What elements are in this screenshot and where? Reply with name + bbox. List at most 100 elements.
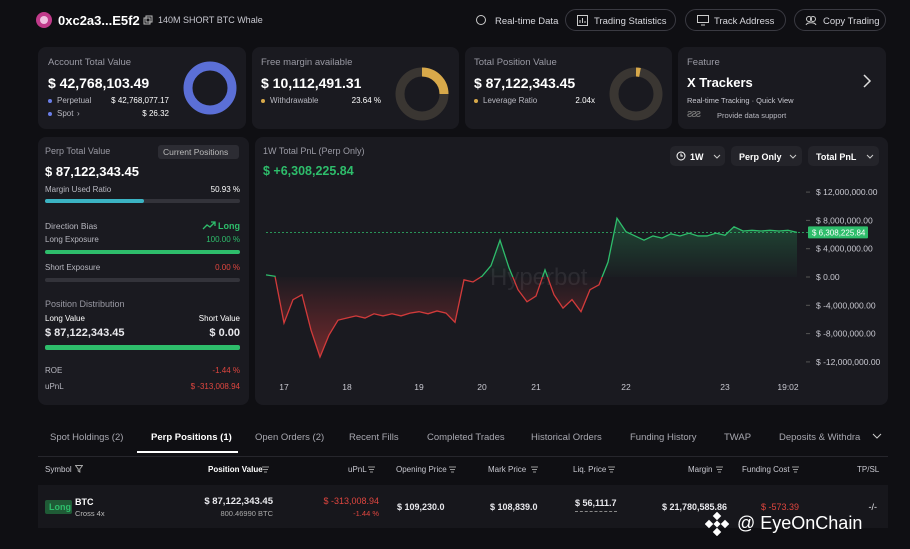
legend-dot <box>261 99 265 103</box>
column-header[interactable]: Liq. Price <box>573 465 607 474</box>
current-positions-button[interactable] <box>158 145 239 159</box>
column-header[interactable]: Position Value <box>208 465 263 474</box>
donut <box>183 61 237 115</box>
side: Long <box>49 502 71 512</box>
perp-title: Perp Total Value <box>45 146 111 156</box>
current-value-badge <box>808 226 868 239</box>
x-tick-label: 20 <box>477 382 487 392</box>
short-amount: $ 0.00 <box>209 327 240 339</box>
range-select[interactable]: 1W <box>670 146 725 166</box>
tab[interactable]: Historical Orders <box>531 432 602 443</box>
position-value: $ 87,122,343.45 <box>204 496 273 507</box>
address[interactable]: 0xc2a3...E5f2 <box>58 13 140 28</box>
label: Long Exposure <box>45 235 99 244</box>
feature-note: Provide data support <box>717 111 787 120</box>
x-tick-label: 21 <box>531 382 541 392</box>
y-tick-label: $ 4,000,000.00 <box>816 244 873 254</box>
tab[interactable]: Deposits & Withdra <box>779 432 861 443</box>
card-value: $ 42,768,103.49 <box>48 75 150 91</box>
button-label: Track Address <box>714 16 775 27</box>
chevron[interactable] <box>862 74 872 88</box>
upnl-pct: -1.44 % <box>353 509 379 518</box>
tpsl: -/- <box>868 502 878 512</box>
tab[interactable]: Perp Positions (1) <box>151 432 232 443</box>
symbol: BTC <box>75 497 94 507</box>
copy-trading-button[interactable]: Copy Trading <box>794 9 886 31</box>
feature-title: Feature <box>687 57 720 68</box>
active-tab-underline <box>137 451 238 453</box>
button-label: Trading Statistics <box>594 16 667 27</box>
column-header[interactable]: uPnL <box>348 465 367 474</box>
row-value: 23.64 % <box>351 96 381 105</box>
legend-dot <box>474 99 478 103</box>
label: Short Exposure <box>45 263 101 272</box>
chart-current-value: $ +6,308,225.84 <box>263 164 354 178</box>
tab[interactable]: Funding History <box>630 432 697 443</box>
current-value-label: $ 6,308,225.84 <box>812 228 866 237</box>
tab[interactable]: Completed Trades <box>427 432 505 443</box>
column-header[interactable]: Margin <box>688 465 713 474</box>
card-value: $ 87,122,343.45 <box>474 75 576 91</box>
short-bar <box>45 278 240 282</box>
label: ROE <box>45 366 63 375</box>
value: 100.00 % <box>206 235 240 244</box>
distribution-bar <box>45 345 240 350</box>
card-value: $ 10,112,491.31 <box>261 75 362 91</box>
y-tick-label: $ -8,000,000.00 <box>816 329 876 339</box>
y-tick-label: $ -12,000,000.00 <box>816 357 881 367</box>
label: Long Value <box>45 314 85 323</box>
avatar <box>36 12 52 28</box>
tab[interactable]: TWAP <box>724 432 752 443</box>
side-badge <box>45 500 72 514</box>
chevron[interactable]: › <box>77 109 80 118</box>
row-label: Leverage Ratio <box>483 96 538 105</box>
select-label: Perp Only <box>739 152 782 162</box>
table-row[interactable] <box>38 485 888 528</box>
feature-name: X Trackers <box>687 75 753 90</box>
margin: $ 21,780,585.86 <box>661 502 727 512</box>
tabs-chevron[interactable] <box>872 433 882 440</box>
donut <box>395 67 449 121</box>
card-title: Account Total Value <box>48 57 132 68</box>
scope-select[interactable]: Perp Only <box>731 146 802 166</box>
tab[interactable]: Recent Fills <box>349 432 399 443</box>
watermark-logo <box>705 512 729 536</box>
feature-card[interactable] <box>678 47 886 129</box>
divider <box>38 456 888 457</box>
row-label: Withdrawable <box>270 96 319 105</box>
value: -1.44 % <box>212 366 240 375</box>
y-tick-label: $ -4,000,000.00 <box>816 300 876 310</box>
value: $ -313,008.94 <box>190 382 240 391</box>
perp-value: $ 87,122,343.45 <box>45 164 139 179</box>
y-tick-label: $ 0.00 <box>816 272 840 282</box>
account-card <box>38 47 246 129</box>
button-label: Real-time Data <box>495 16 559 27</box>
margin-mode: Cross 4x <box>75 509 105 518</box>
copy-icon[interactable] <box>143 15 153 25</box>
margin-bar <box>45 199 240 203</box>
label: Direction Bias <box>45 221 98 231</box>
filter-icon[interactable] <box>75 465 83 473</box>
sort-icons <box>262 466 799 473</box>
column-header[interactable]: Mark Price <box>488 465 527 474</box>
donut <box>609 67 663 121</box>
track-button[interactable]: Track Address <box>685 9 786 31</box>
mark-price: $ 108,839.0 <box>490 502 538 512</box>
tab[interactable]: Spot Holdings (2) <box>50 432 124 443</box>
row-label[interactable]: Spot <box>57 109 74 118</box>
stats-button[interactable]: Trading Statistics <box>565 9 676 31</box>
y-tick-label: $ 12,000,000.00 <box>816 187 878 197</box>
realtime-button[interactable]: Real-time Data <box>466 9 559 31</box>
opening-price: $ 109,230.0 <box>397 502 445 512</box>
x-tick-label: 18 <box>342 382 352 392</box>
column-header[interactable]: Opening Price <box>396 465 447 474</box>
tab[interactable]: Open Orders (2) <box>255 432 325 443</box>
column-header[interactable]: TP/SL <box>857 465 880 474</box>
trend-icon <box>202 221 216 230</box>
metric-select[interactable]: Total PnL <box>808 146 879 166</box>
column-header[interactable]: Funding Cost <box>742 465 790 474</box>
column-header[interactable]: Symbol <box>45 465 72 474</box>
button-label: Current Positions <box>163 147 229 157</box>
x-tick-label: 19:02 <box>777 382 799 392</box>
select-label: 1W <box>690 152 704 162</box>
